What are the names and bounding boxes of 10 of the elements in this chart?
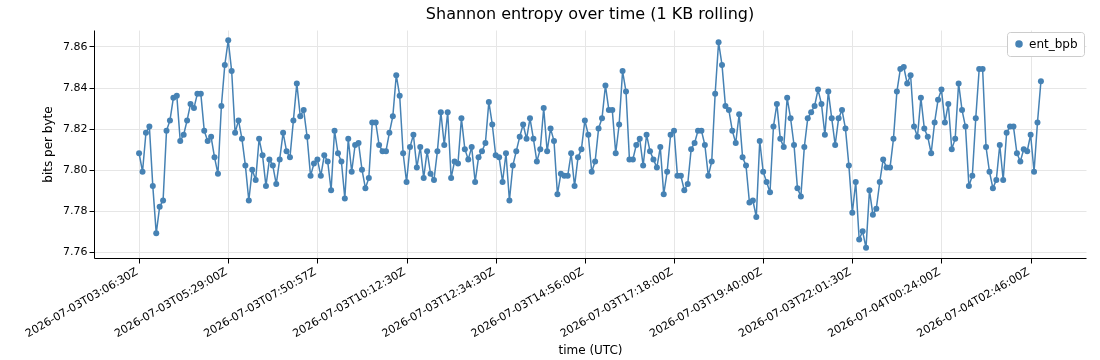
- y-tick-label: 7.82: [63, 122, 88, 136]
- y-tick-label: 7.76: [63, 245, 88, 259]
- y-tick-label: 7.84: [63, 81, 88, 95]
- x-axis-title: time (UTC): [558, 343, 623, 358]
- y-tick-label: 7.86: [63, 39, 88, 53]
- y-axis-title: bits per byte: [41, 106, 56, 183]
- chart-title: Shannon entropy over time (1 KB rolling): [425, 4, 755, 23]
- y-tick-label: 7.78: [63, 204, 88, 218]
- legend-label: ent_bpb: [1029, 37, 1078, 51]
- y-tick-label: 7.80: [63, 163, 88, 177]
